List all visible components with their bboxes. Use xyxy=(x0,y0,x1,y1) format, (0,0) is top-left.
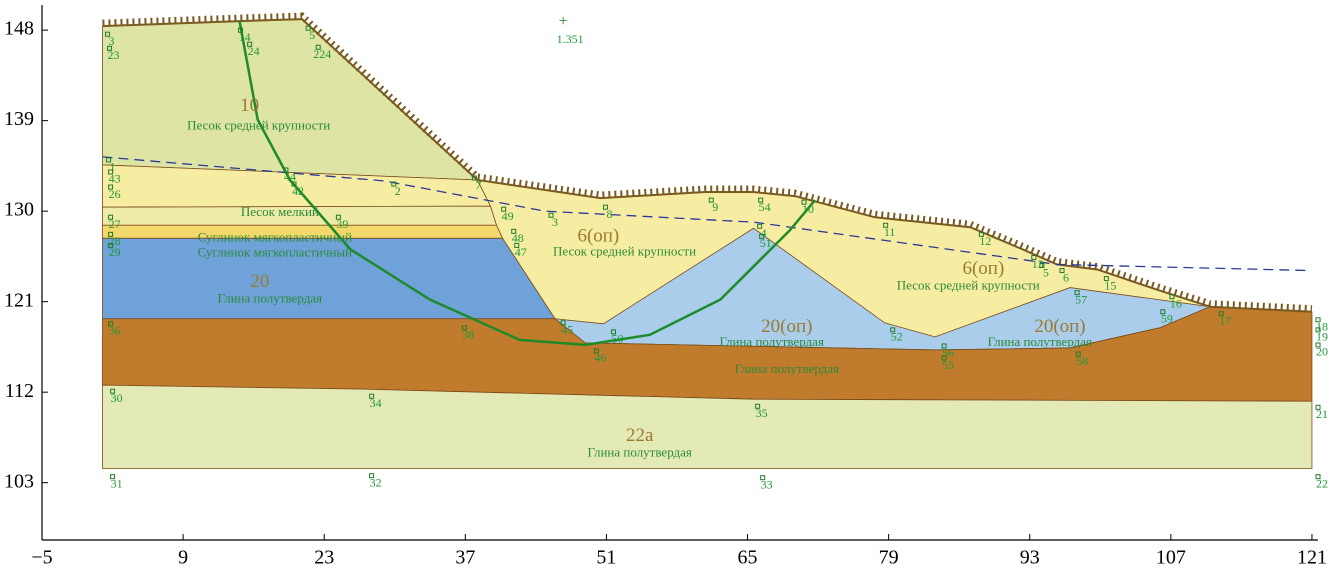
x-tick-label: 121 xyxy=(1297,547,1327,569)
node-label: 50 xyxy=(612,332,624,346)
x-tick-label: 37 xyxy=(455,547,475,569)
x-tick-label: −5 xyxy=(31,547,52,569)
node-label: 35 xyxy=(756,406,768,420)
node-label: 23 xyxy=(108,48,120,62)
node-label: 3 xyxy=(552,215,558,229)
node-label: 42 xyxy=(292,184,304,198)
node-label: 45 xyxy=(561,323,573,337)
node-label: 24 xyxy=(248,44,260,58)
layer-code: 20(оп) xyxy=(1034,316,1085,337)
node-label: 49 xyxy=(502,209,514,223)
node-label: 33 xyxy=(761,477,773,491)
node-label: 16 xyxy=(1170,296,1182,310)
chart: Песок средней крупности Песок мелкий Сугли… xyxy=(0,0,1335,570)
layer-name: Песок средней крупности xyxy=(553,243,696,258)
y-tick-label: 148 xyxy=(4,18,34,40)
node-label: 55 xyxy=(942,358,954,372)
node-label: 224 xyxy=(313,47,331,61)
x-tick-label: 65 xyxy=(738,547,758,569)
y-tick-label: 139 xyxy=(4,108,34,130)
node-label: 59 xyxy=(1161,312,1173,326)
node-label: 57 xyxy=(1075,292,1087,306)
node-label: 47 xyxy=(515,245,527,259)
node-label: 34 xyxy=(370,396,382,410)
layer-name: Песок мелкий xyxy=(241,204,319,219)
layer-code: 22а xyxy=(626,425,654,446)
safety-factor: 1.351 xyxy=(557,32,584,46)
node-label: 2 xyxy=(395,184,401,198)
node-label: 22 xyxy=(1316,476,1328,490)
x-tick-label: 23 xyxy=(314,547,334,569)
layer-name: Глина полутвердая xyxy=(735,361,839,376)
node-label: 32 xyxy=(370,475,382,489)
node-label: 52 xyxy=(891,330,903,344)
node-label: 5 xyxy=(309,28,315,42)
node-label: 51 xyxy=(760,236,772,250)
node-label: 39 xyxy=(336,217,348,231)
layer-code: 6(оп) xyxy=(577,226,619,247)
node-label: 5 xyxy=(1043,265,1049,279)
node-label: 20 xyxy=(1316,345,1328,359)
node-label: 36 xyxy=(109,324,121,338)
node-label: 9 xyxy=(712,200,718,214)
x-tick-label: 9 xyxy=(178,547,188,569)
node-label: 19 xyxy=(1316,330,1328,344)
node-label: 21 xyxy=(1316,407,1328,421)
soil-layer xyxy=(102,19,477,180)
slip-center: + xyxy=(559,13,568,30)
node-label: 15 xyxy=(1104,278,1116,292)
layer-name: Песок средней крупности xyxy=(187,118,330,133)
node-label: 17 xyxy=(1219,314,1231,328)
node-label: 8 xyxy=(606,207,612,221)
layer-code: 10 xyxy=(240,95,259,116)
y-tick-label: 103 xyxy=(4,470,34,492)
node-label: 38 xyxy=(462,328,474,342)
node-label: 30 xyxy=(111,391,123,405)
layer-name: Песок средней крупности xyxy=(897,278,1040,293)
node-label: 46 xyxy=(594,351,606,365)
node-label: 6 xyxy=(1063,270,1069,284)
y-tick-label: 121 xyxy=(4,289,34,311)
node-label: 11 xyxy=(884,225,896,239)
x-tick-label: 107 xyxy=(1156,547,1186,569)
layer-code: 6(оп) xyxy=(962,258,1004,279)
node-label: 27 xyxy=(109,217,121,231)
node-label: 10 xyxy=(802,202,814,216)
layer-name: Суглинок мягкопластичный xyxy=(198,229,353,244)
node-label: 43 xyxy=(109,172,121,186)
layer-code: 20(оп) xyxy=(761,316,812,337)
node-label: 12 xyxy=(979,234,991,248)
x-tick-label: 79 xyxy=(879,547,899,569)
y-tick-label: 112 xyxy=(5,380,34,402)
y-tick-label: 130 xyxy=(4,199,34,221)
x-tick-label: 93 xyxy=(1020,547,1040,569)
layer-name: Глина полутвердая xyxy=(587,444,691,459)
node-label: 7 xyxy=(475,178,481,192)
node-label: 26 xyxy=(109,187,121,201)
node-label: 31 xyxy=(111,476,123,490)
node-label: 54 xyxy=(759,200,771,214)
x-tick-label: 51 xyxy=(596,547,616,569)
node-label: 58 xyxy=(1076,354,1088,368)
layer-code: 20 xyxy=(250,271,269,292)
layer-name: Глина полутвердая xyxy=(218,291,322,306)
node-label: 29 xyxy=(109,245,121,259)
layer-name: Суглинок мягкопластичный xyxy=(198,244,353,259)
